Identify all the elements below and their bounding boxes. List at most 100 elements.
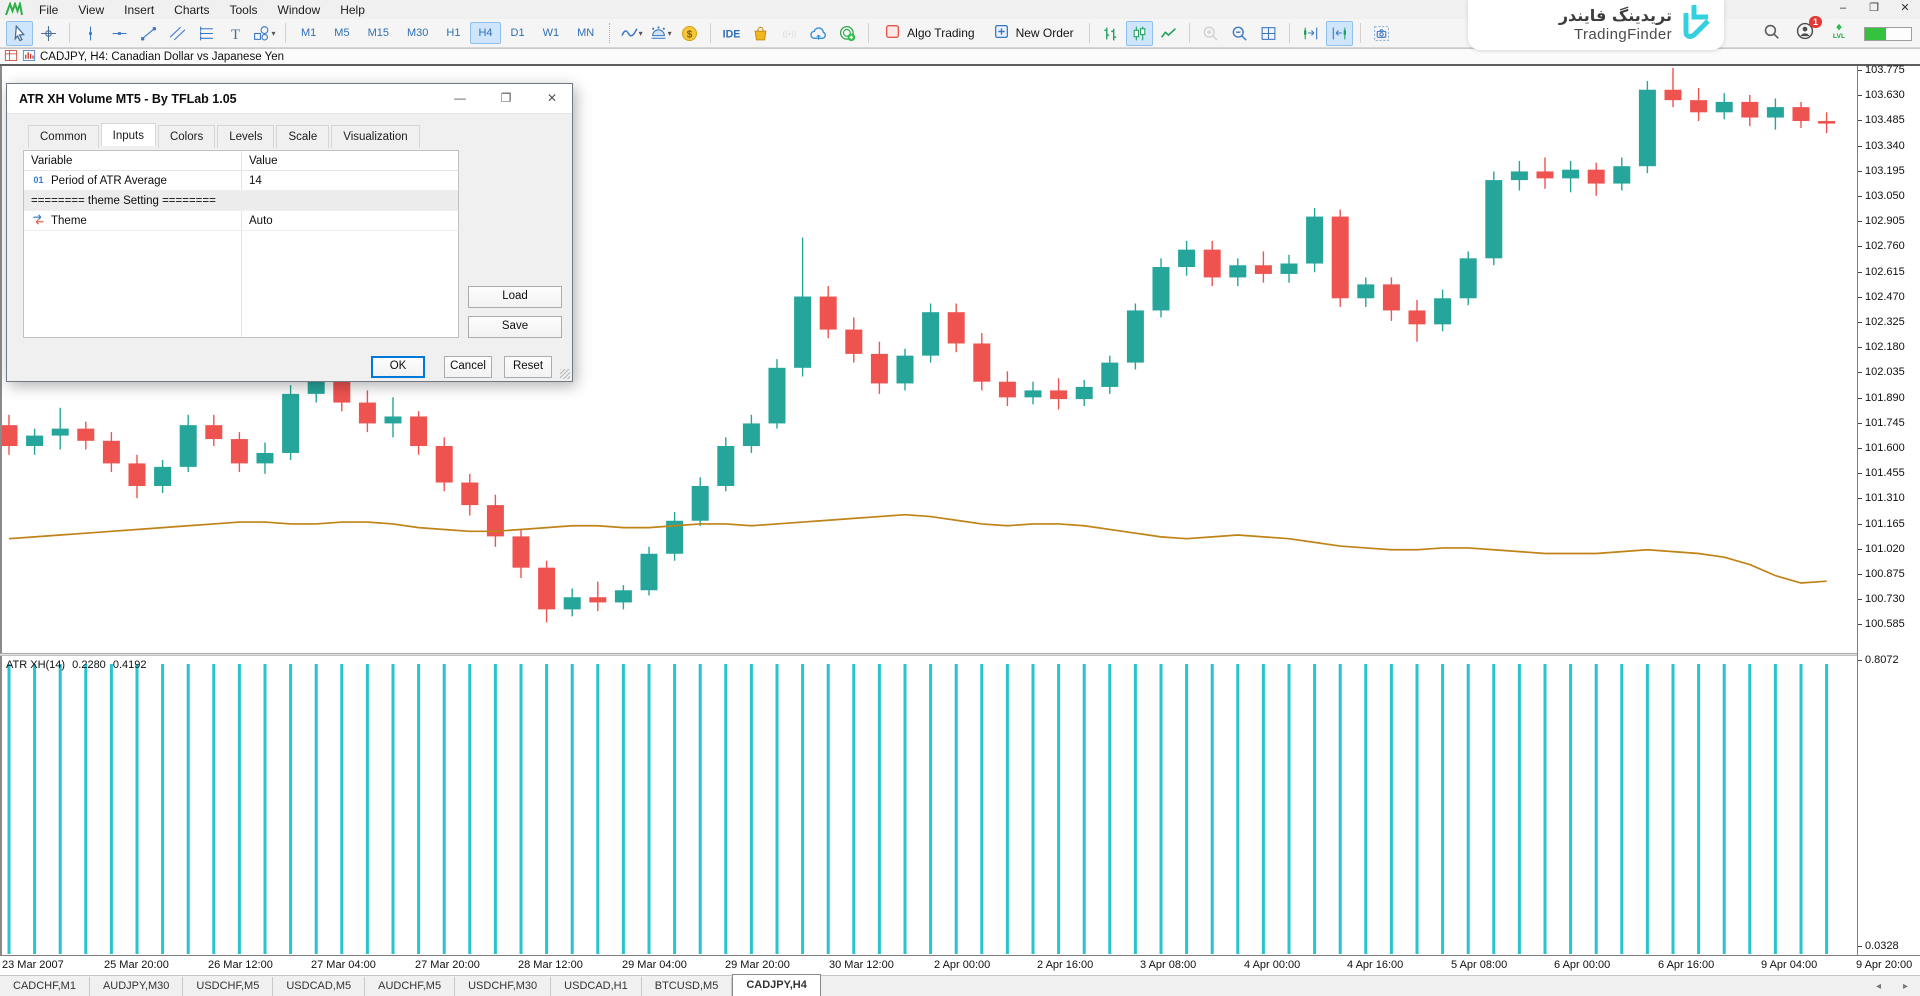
line-chart-icon[interactable] [1155, 21, 1182, 46]
timeframe-D1[interactable]: D1 [510, 27, 525, 39]
dialog-minimize-icon[interactable]: — [454, 91, 466, 105]
vertical-line-icon[interactable] [77, 21, 104, 46]
timeframe-M1[interactable]: M1 [301, 27, 317, 39]
search-icon[interactable] [1763, 23, 1780, 45]
table-row[interactable]: ======== theme Setting ======== [24, 191, 458, 211]
atr-histogram-bar [417, 664, 421, 954]
new-order-button[interactable]: New Order [984, 20, 1083, 46]
dialog-close-icon[interactable]: ✕ [546, 91, 558, 105]
shapes-icon[interactable]: ▾ [251, 21, 278, 46]
reset-button[interactable]: Reset [504, 356, 552, 378]
window-restore-icon[interactable]: ❐ [1869, 2, 1879, 14]
pane-divider[interactable] [0, 653, 1857, 656]
copy-trading-icon[interactable] [834, 21, 861, 46]
menu-file[interactable]: File [39, 2, 59, 17]
auto-scroll-icon[interactable] [1325, 20, 1353, 46]
window-close-icon[interactable]: ✕ [1900, 2, 1910, 14]
cancel-button[interactable]: Cancel [444, 356, 492, 378]
screenshot-icon[interactable] [1368, 21, 1395, 46]
ok-button[interactable]: OK [371, 356, 425, 378]
price-label: 101.310 [1865, 492, 1905, 505]
candle-body [717, 446, 735, 486]
menu-insert[interactable]: Insert [124, 2, 155, 17]
variable-value[interactable]: Auto [249, 214, 273, 227]
objects-icon[interactable]: ▾ [647, 21, 674, 46]
table-row[interactable]: Theme Auto [24, 211, 458, 231]
tile-windows-icon[interactable] [1255, 21, 1282, 46]
algo-trading-button[interactable]: Algo Trading [875, 20, 983, 46]
indicators-icon[interactable]: ▾ [618, 21, 645, 46]
chart-tab-BTCUSD-M5[interactable]: BTCUSD,M5 [642, 977, 733, 996]
dialog-titlebar[interactable]: ATR XH Volume MT5 - By TFLab 1.05 [7, 84, 572, 114]
candle-body [742, 423, 760, 447]
timeframe-M30[interactable]: M30 [406, 27, 429, 39]
time-label: 28 Mar 12:00 [518, 959, 583, 971]
atr-histogram-bar [1236, 664, 1240, 954]
zoom-out-icon[interactable] [1226, 21, 1253, 46]
depth-of-market-icon [4, 49, 18, 65]
menu-help[interactable]: Help [340, 2, 365, 17]
currency-icon[interactable]: $ [676, 21, 703, 46]
atr-histogram-bar [1748, 664, 1752, 954]
dialog-tab-common[interactable]: Common [28, 125, 99, 148]
tab-scroll-right-icon[interactable]: ▸ [1902, 981, 1908, 992]
chart-tab-AUDCHF-M5[interactable]: AUDCHF,M5 [365, 977, 456, 996]
fibonacci-icon[interactable] [193, 21, 220, 46]
chart-tab-USDCAD-H1[interactable]: USDCAD,H1 [551, 977, 642, 996]
candle-chart-icon[interactable] [1125, 20, 1153, 46]
dialog-tab-inputs[interactable]: Inputs [100, 123, 156, 146]
menu-charts[interactable]: Charts [174, 2, 210, 17]
chart-tab-CADCHF-M1[interactable]: CADCHF,M1 [0, 977, 90, 996]
menu-tools[interactable]: Tools [229, 2, 258, 17]
crosshair-icon[interactable] [35, 21, 62, 46]
bar-chart-icon[interactable] [1097, 21, 1124, 46]
trendline-icon[interactable] [135, 21, 162, 46]
timeframe-H4[interactable]: H4 [470, 22, 501, 44]
dialog-resize-grip[interactable] [560, 369, 570, 379]
timeframe-W1[interactable]: W1 [542, 27, 560, 39]
timeframe-M15[interactable]: M15 [367, 27, 389, 39]
profile-icon[interactable]: 1 [1796, 16, 1822, 45]
market-icon[interactable] [747, 21, 774, 46]
timeframe-MN[interactable]: MN [577, 27, 595, 39]
chart-tab-USDCAD-M5[interactable]: USDCAD,M5 [273, 977, 366, 996]
toolbar-separator [69, 23, 70, 43]
dialog-tab-scale[interactable]: Scale [276, 125, 330, 148]
tab-scroll-left-icon[interactable]: ◂ [1875, 981, 1881, 992]
cursor-icon[interactable] [6, 20, 33, 46]
load-button[interactable]: Load [468, 286, 562, 308]
dialog-tab-colors[interactable]: Colors [157, 125, 216, 148]
price-axis[interactable]: 103.775 103.630 103.485 103.340 103.195 103.0… [1857, 64, 1920, 955]
dialog-tab-visualization[interactable]: Visualization [331, 125, 420, 148]
time-axis[interactable]: 23 Mar 2007 25 Mar 20:00 26 Mar 12:00 27 Ma… [0, 955, 1920, 975]
cloud-icon[interactable] [805, 21, 832, 46]
candle-body [1741, 101, 1759, 118]
numeric-icon: 01 [31, 172, 46, 190]
variable-value[interactable]: 14 [249, 174, 262, 187]
text-icon[interactable]: T [222, 21, 249, 46]
atr-histogram-bar [724, 664, 728, 954]
level-icon[interactable]: LVL [1830, 22, 1848, 45]
shift-end-icon[interactable] [1297, 21, 1324, 46]
save-button[interactable]: Save [468, 316, 562, 338]
horizontal-line-icon[interactable] [106, 21, 133, 46]
dialog-maximize-icon[interactable]: ❐ [500, 91, 512, 105]
menu-view[interactable]: View [78, 2, 105, 17]
window-minimize-icon[interactable]: – [1839, 2, 1847, 14]
menu-window[interactable]: Window [277, 2, 321, 17]
chart-tab-AUDJPY-M30[interactable]: AUDJPY,M30 [90, 977, 184, 996]
timeframe-H1[interactable]: H1 [446, 27, 461, 39]
table-row[interactable]: 01 Period of ATR Average 14 [24, 171, 458, 191]
chart-tab-USDCHF-M30[interactable]: USDCHF,M30 [455, 977, 552, 996]
timeframe-M5[interactable]: M5 [334, 27, 350, 39]
channel-icon[interactable] [164, 21, 191, 46]
dialog-tab-levels[interactable]: Levels [217, 125, 275, 148]
price-tick [1858, 246, 1862, 248]
candle-body [1690, 100, 1708, 113]
inputs-table: Variable Value 01 Period of ATR Average 14… [23, 150, 459, 338]
chart-symbol-icon [22, 49, 36, 65]
variable-name: ======== theme Setting ======== [31, 194, 216, 207]
chart-tab-USDCHF-M5[interactable]: USDCHF,M5 [183, 977, 274, 996]
chart-tab-CADJPY-H4[interactable]: CADJPY,H4 [732, 974, 821, 996]
ide-icon[interactable]: IDE [718, 21, 745, 46]
